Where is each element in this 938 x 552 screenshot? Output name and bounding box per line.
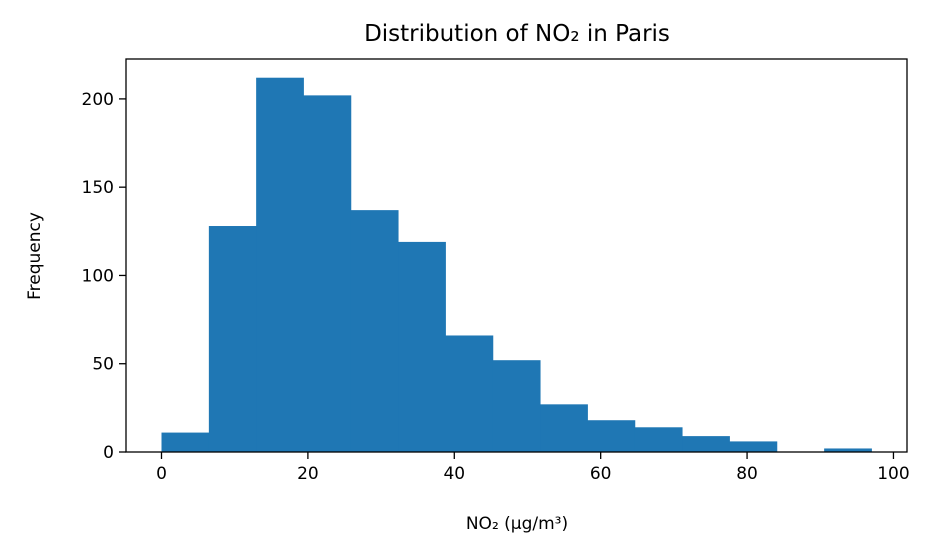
x-axis-ticks: 0 20 40 60 80 100	[156, 452, 910, 484]
x-tick-label: 20	[297, 464, 319, 484]
y-tick-label: 200	[82, 90, 114, 110]
x-axis-label: NO₂ (µg/m³)	[466, 514, 568, 534]
x-tick-label: 100	[877, 464, 909, 484]
y-tick-label: 50	[92, 355, 114, 375]
x-tick-label: 60	[590, 464, 612, 484]
histogram-bar	[587, 420, 636, 452]
x-tick-label: 40	[443, 464, 465, 484]
histogram-bar	[729, 441, 778, 452]
bars-group	[161, 77, 872, 453]
histogram-bar	[256, 77, 304, 452]
histogram-bar	[161, 432, 210, 452]
histogram-bar	[682, 436, 730, 452]
histogram-bar	[208, 226, 257, 452]
histogram-bar	[303, 95, 352, 453]
x-tick-label: 80	[736, 464, 758, 484]
y-axis-label: Frequency	[25, 212, 45, 300]
y-tick-label: 150	[82, 178, 114, 198]
chart-title: Distribution of NO₂ in Paris	[364, 21, 670, 47]
histogram-bar	[398, 241, 446, 452]
histogram-bar	[445, 335, 494, 452]
histogram-bar	[492, 360, 541, 452]
y-tick-label: 0	[103, 443, 114, 463]
histogram-bar	[350, 210, 399, 452]
y-tick-label: 100	[82, 266, 114, 286]
plot-frame	[125, 58, 908, 453]
histogram-bar	[824, 448, 872, 452]
histogram-bar	[540, 404, 588, 452]
histogram-bar	[634, 427, 683, 452]
x-tick-label: 0	[156, 464, 167, 484]
y-axis-ticks: 0 50 100 150 200	[82, 90, 126, 463]
